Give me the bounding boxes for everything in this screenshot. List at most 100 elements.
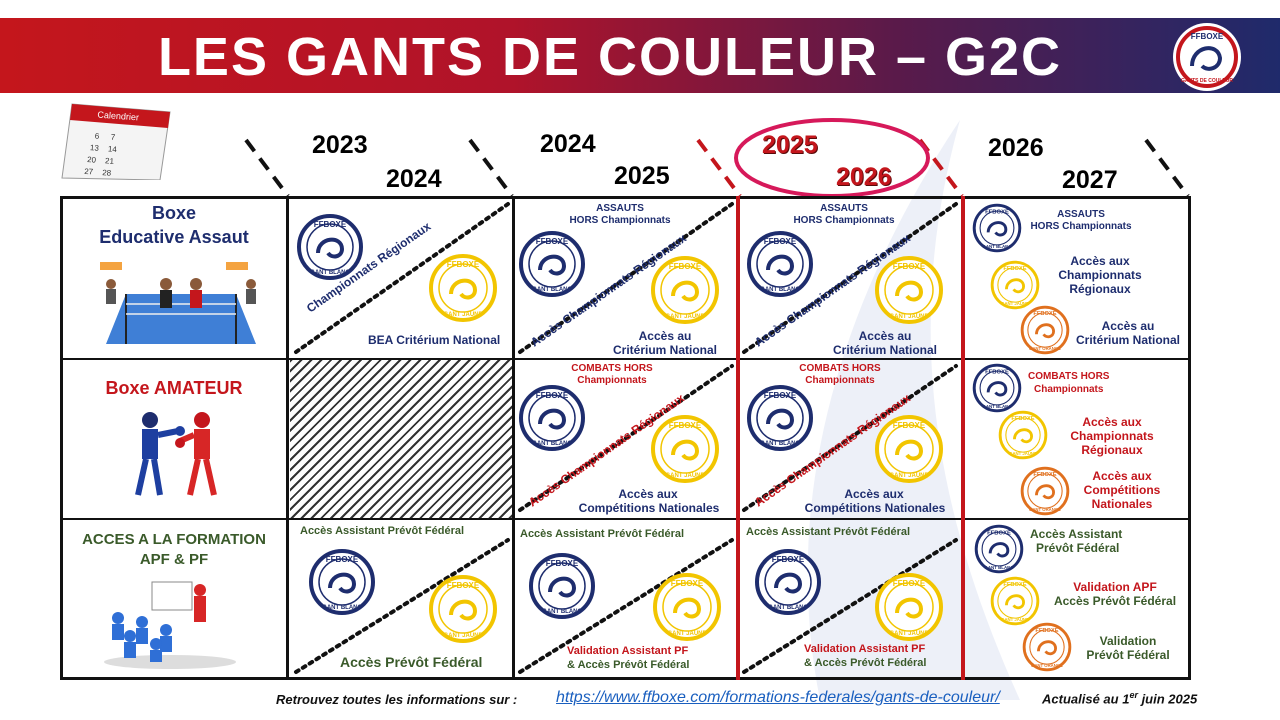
svg-text:20: 20 xyxy=(87,155,97,165)
svg-text:28: 28 xyxy=(102,168,112,178)
svg-text:GANT ORANGE: GANT ORANGE xyxy=(1029,507,1061,512)
glove-jaune-icon: FFBOXE GANT JAUNE xyxy=(874,414,944,489)
svg-text:GANT JAUNE: GANT JAUNE xyxy=(665,473,704,479)
cell-text: Accès Assistant Prévôt Fédéral xyxy=(746,526,911,538)
svg-text:FFBOXE: FFBOXE xyxy=(985,209,1009,215)
svg-text:GANT JAUNE: GANT JAUNE xyxy=(443,312,482,318)
cell-text: Accès aux xyxy=(1092,469,1152,483)
glove-jaune-icon: FFBOXE GANT JAUNE xyxy=(652,572,722,647)
row-divider-2 xyxy=(60,518,1191,520)
cell-text: Validation Assistant PF xyxy=(804,643,926,655)
cell-text: COMBATS HORS xyxy=(799,363,881,374)
svg-text:GANT JAUNE: GANT JAUNE xyxy=(1001,617,1029,622)
row-formation-label-1: ACCES A LA FORMATION xyxy=(82,531,266,548)
svg-text:GANT BLANC: GANT BLANC xyxy=(760,441,800,447)
svg-text:GANT BLANC: GANT BLANC xyxy=(760,287,800,293)
cell-text: COMBATS HORS xyxy=(571,363,653,374)
svg-text:GANT BLANC: GANT BLANC xyxy=(532,287,572,293)
season-1-end: 2024 xyxy=(386,165,442,193)
ffboxe-logo: FFBOXE GANTS DE COULEUR xyxy=(1173,23,1241,91)
page-title: LES GANTS DE COULEUR – G2C xyxy=(157,27,1063,87)
svg-text:GANT BLANC: GANT BLANC xyxy=(984,565,1014,570)
cell-text: ASSAUTS xyxy=(1057,209,1105,220)
season-separators xyxy=(244,118,1190,198)
cell-text: Accès aux xyxy=(618,487,678,501)
glove-blanc-icon: FFBOXE GANT BLANC xyxy=(746,230,814,303)
cell-text: Compétitions Nationales xyxy=(804,501,946,515)
training-illustration xyxy=(104,581,236,669)
svg-text:GANT JAUNE: GANT JAUNE xyxy=(443,633,482,639)
cell-text: Accès aux xyxy=(844,487,904,501)
svg-text:FFBOXE: FFBOXE xyxy=(772,555,805,564)
svg-text:FFBOXE: FFBOXE xyxy=(1011,416,1034,422)
cell-text: HORS Championnats xyxy=(569,215,671,226)
svg-text:GANT ORANGE: GANT ORANGE xyxy=(1031,663,1063,668)
cell-text: Accès au xyxy=(1101,319,1155,333)
svg-text:FFBOXE: FFBOXE xyxy=(1003,582,1026,588)
cell-text: Régionaux xyxy=(1069,282,1131,296)
g2c-table xyxy=(60,196,1191,680)
glove-blanc-icon: FFBOXE GANT BLANC xyxy=(308,548,376,621)
season-2-end: 2025 xyxy=(614,162,670,190)
svg-text:Calendrier: Calendrier xyxy=(97,110,139,123)
cell-text: Critérium National xyxy=(612,343,717,357)
svg-text:FFBOXE: FFBOXE xyxy=(326,555,359,564)
glove-jaune-icon: FFBOXE GANT JAUNE xyxy=(990,260,1040,315)
glove-jaune-icon: FFBOXE GANT JAUNE xyxy=(874,255,944,330)
svg-text:FFBOXE: FFBOXE xyxy=(764,237,797,246)
svg-text:GANT BLANC: GANT BLANC xyxy=(768,605,808,611)
cell-text: COMBATS HORS xyxy=(1028,371,1110,382)
current-season-highlight xyxy=(734,118,930,198)
svg-text:FFBOXE: FFBOXE xyxy=(1035,628,1058,634)
glove-jaune-icon: FFBOXE GANT JAUNE xyxy=(650,255,720,330)
glove-jaune-icon: FFBOXE GANT JAUNE xyxy=(428,253,498,328)
cell-text: Prévôt Fédéral xyxy=(1036,541,1120,555)
svg-text:FFBOXE: FFBOXE xyxy=(536,237,569,246)
svg-text:FFBOXE: FFBOXE xyxy=(1191,32,1224,41)
cell-text: Accès Assistant xyxy=(1030,527,1123,541)
season-4-start: 2026 xyxy=(988,134,1044,162)
glove-blanc-icon: FFBOXE GANT BLANC xyxy=(296,213,364,286)
svg-text:GANT JAUNE: GANT JAUNE xyxy=(1001,301,1029,306)
cell-text: Critérium National xyxy=(1075,333,1180,347)
svg-text:FFBOXE: FFBOXE xyxy=(669,421,702,430)
glove-blanc-icon: FFBOXE GANT BLANC xyxy=(518,384,586,457)
svg-text:GANT JAUNE: GANT JAUNE xyxy=(665,314,704,320)
cell-text: Championnats xyxy=(1034,384,1104,395)
col-divider-3 xyxy=(736,196,740,680)
svg-text:FFBOXE: FFBOXE xyxy=(447,581,480,590)
glove-jaune-icon: FFBOXE GANT JAUNE xyxy=(650,414,720,489)
svg-text:FFBOXE: FFBOXE xyxy=(1003,266,1026,272)
season-2-start: 2024 xyxy=(540,130,596,158)
svg-text:FFBOXE: FFBOXE xyxy=(893,262,926,271)
svg-text:GANT BLANC: GANT BLANC xyxy=(982,244,1012,249)
cell-text: Accès Prévôt Fédéral xyxy=(1053,594,1177,608)
svg-text:GANT BLANC: GANT BLANC xyxy=(532,441,572,447)
glove-blanc-icon: FFBOXE GANT BLANC xyxy=(974,524,1024,579)
cell-text: Championnats xyxy=(805,375,875,386)
unavailable-cell xyxy=(290,360,512,518)
cell-text: ASSAUTS xyxy=(596,203,644,214)
svg-text:GANT JAUNE: GANT JAUNE xyxy=(889,473,928,479)
season-3-start: 2025 xyxy=(762,131,818,159)
svg-text:FFBOXE: FFBOXE xyxy=(764,391,797,400)
glove-orange-icon: FFBOXE GANT ORANGE xyxy=(1020,305,1070,360)
footer-info-text: Retrouvez toutes les informations sur : xyxy=(276,692,518,707)
svg-text:27: 27 xyxy=(84,167,94,177)
cell-text: Accès aux xyxy=(1070,254,1130,268)
svg-text:FFBOXE: FFBOXE xyxy=(893,421,926,430)
svg-text:GANT BLANC: GANT BLANC xyxy=(982,404,1012,409)
cell-text: BEA Critérium National xyxy=(368,333,501,347)
glove-blanc-icon: FFBOXE GANT BLANC xyxy=(972,203,1022,258)
title-banner xyxy=(0,18,1280,93)
cell-text: HORS Championnats xyxy=(1030,221,1132,232)
footer-updated: Actualisé au 1er juin 2025 xyxy=(1042,690,1198,707)
cell-text: Accès Assistant Prévôt Fédéral xyxy=(520,528,685,540)
row-educative-label-1: Boxe xyxy=(151,203,196,223)
svg-text:FFBOXE: FFBOXE xyxy=(671,579,704,588)
svg-text:GANT JAUNE: GANT JAUNE xyxy=(889,314,928,320)
svg-text:FFBOXE: FFBOXE xyxy=(1033,311,1056,317)
svg-text:GANT BLANC: GANT BLANC xyxy=(322,605,362,611)
glove-jaune-icon: FFBOXE GANT JAUNE xyxy=(874,572,944,647)
footer-link[interactable]: https://www.ffboxe.com/formations-federa… xyxy=(556,689,1000,706)
